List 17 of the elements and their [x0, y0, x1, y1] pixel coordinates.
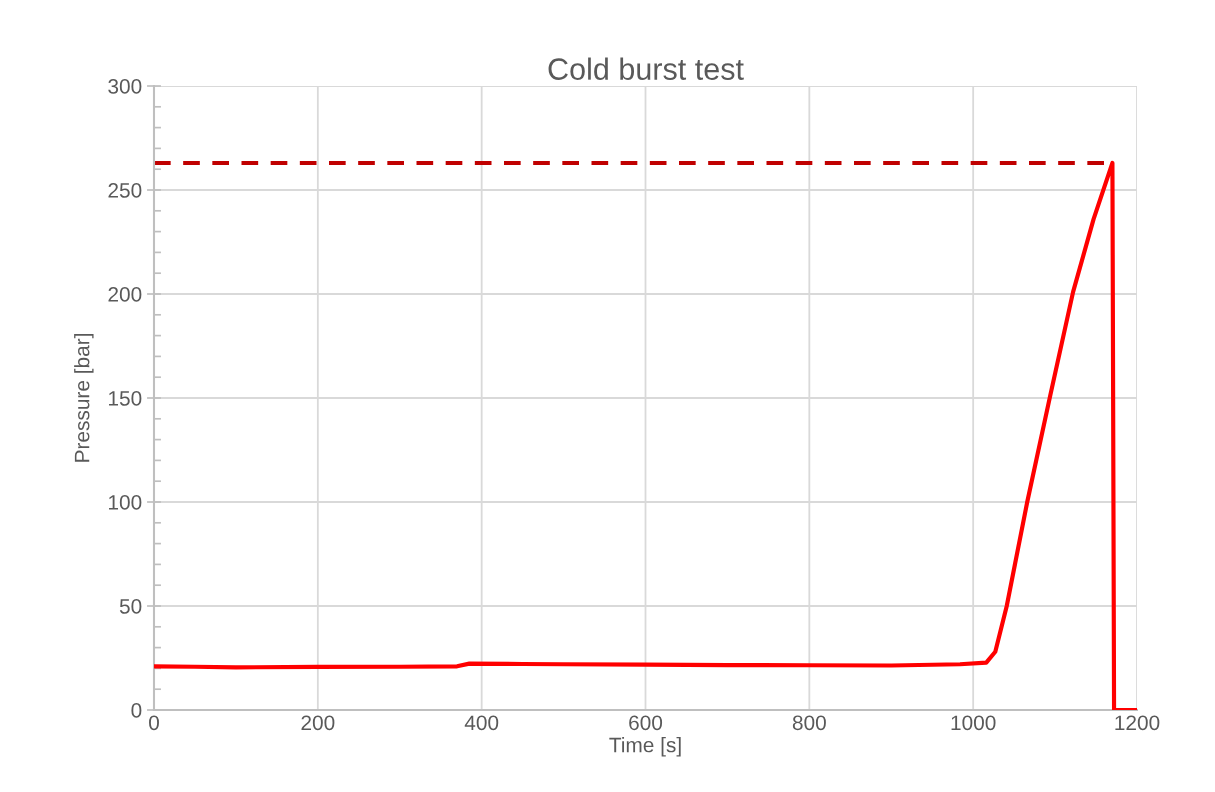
x-tick-label: 1000 [951, 715, 996, 731]
y-tick-label: 100 [109, 495, 142, 510]
x-tick-label: 400 [464, 715, 499, 731]
y-axis-title: Pressure [bar] [74, 334, 94, 462]
x-tick-label: 600 [629, 715, 663, 731]
y-tick-label: 0 [131, 703, 142, 718]
x-tick-label: 0 [149, 715, 159, 731]
y-tick-label: 150 [109, 391, 142, 406]
chart-title: Cold burst test [548, 57, 744, 80]
x-tick-label: 800 [792, 715, 826, 731]
y-tick-label: 200 [108, 287, 142, 302]
y-tick-label: 300 [108, 79, 142, 94]
x-tick-label: 200 [301, 715, 335, 731]
x-axis-title: Time [s] [609, 737, 681, 757]
y-tick-label: 250 [108, 183, 142, 198]
x-tick-label: 1200 [1115, 715, 1160, 731]
y-tick-label: 50 [119, 599, 142, 614]
